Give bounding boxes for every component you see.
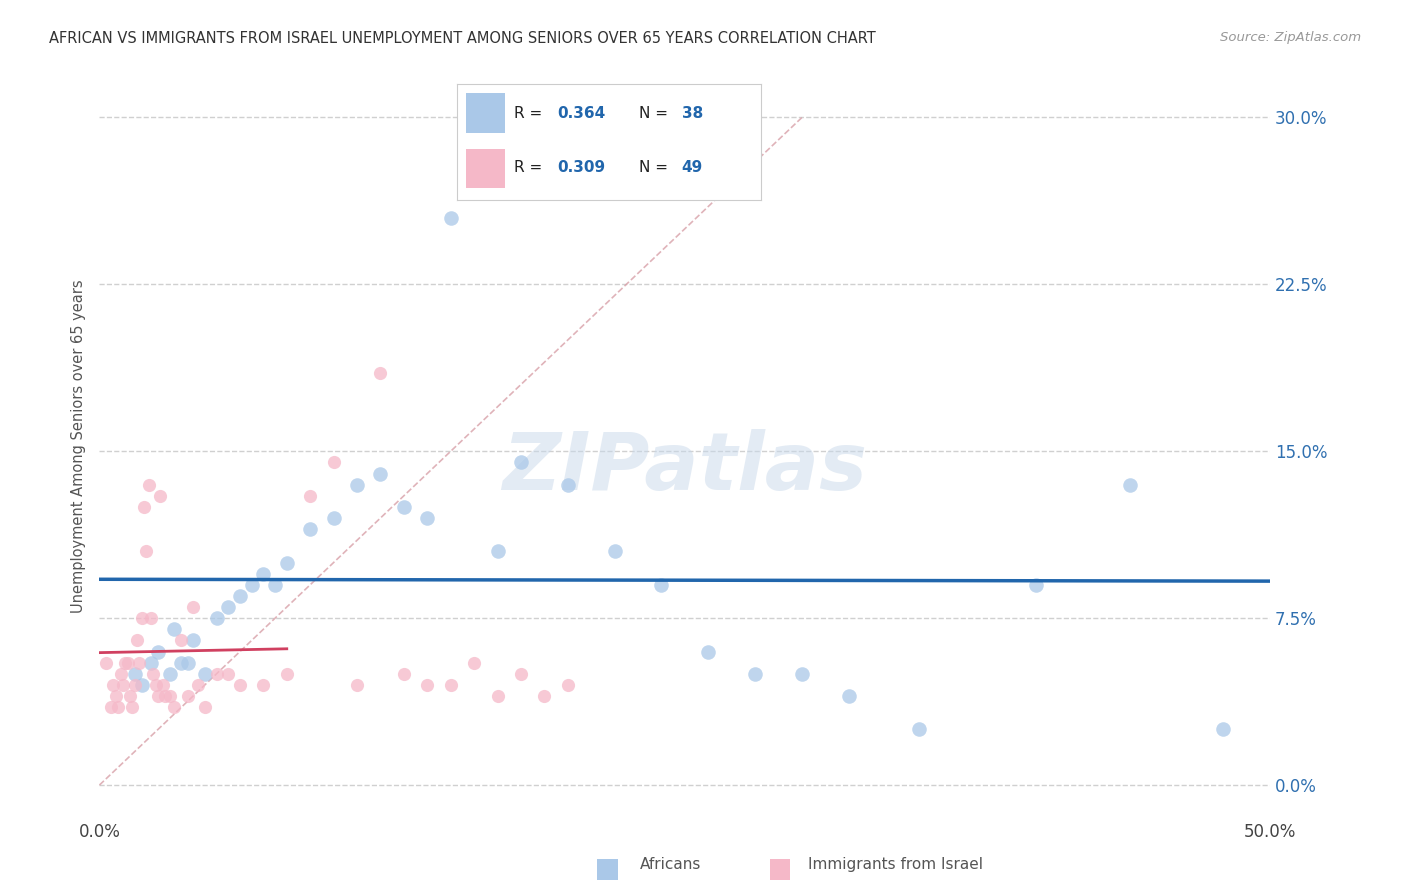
Point <box>276 666 298 681</box>
Point <box>152 678 174 692</box>
Point <box>142 666 165 681</box>
Point <box>264 578 287 592</box>
Point <box>217 666 239 681</box>
Point <box>139 656 162 670</box>
Point <box>118 689 141 703</box>
Point <box>194 700 217 714</box>
Point <box>299 522 322 536</box>
Point <box>299 489 322 503</box>
Point <box>370 367 392 381</box>
Point <box>128 656 150 670</box>
Point <box>557 678 579 692</box>
Point <box>114 656 136 670</box>
Point <box>510 455 533 469</box>
Point <box>557 477 579 491</box>
Point <box>125 633 148 648</box>
Text: ZIPatlas: ZIPatlas <box>502 429 868 507</box>
Point <box>346 678 368 692</box>
Point <box>217 600 239 615</box>
Point <box>131 678 153 692</box>
Point <box>163 700 186 714</box>
Point <box>790 666 813 681</box>
Point <box>177 656 200 670</box>
Point <box>104 689 127 703</box>
Point <box>135 544 157 558</box>
Point <box>117 656 139 670</box>
Text: Africans: Africans <box>640 857 702 872</box>
Point <box>1025 578 1047 592</box>
Point <box>103 678 125 692</box>
Point <box>138 477 160 491</box>
Point <box>276 556 298 570</box>
Point <box>131 611 153 625</box>
Point <box>1119 477 1142 491</box>
Point <box>346 477 368 491</box>
Y-axis label: Unemployment Among Seniors over 65 years: Unemployment Among Seniors over 65 years <box>72 279 86 613</box>
Point <box>322 455 344 469</box>
Point <box>153 689 176 703</box>
Point <box>416 511 439 525</box>
Point <box>440 678 463 692</box>
Point <box>463 178 485 192</box>
Point <box>181 600 204 615</box>
Point <box>744 666 766 681</box>
Point <box>370 467 392 481</box>
Point <box>187 678 209 692</box>
Point <box>252 678 274 692</box>
Point <box>111 678 134 692</box>
Point <box>486 544 509 558</box>
Point <box>149 489 172 503</box>
Point <box>145 678 167 692</box>
Point <box>205 611 228 625</box>
Point <box>533 689 555 703</box>
Point <box>146 689 169 703</box>
Point <box>440 211 463 225</box>
Point <box>392 500 415 514</box>
Point <box>486 689 509 703</box>
Point <box>838 689 860 703</box>
Point <box>159 666 181 681</box>
Text: AFRICAN VS IMMIGRANTS FROM ISRAEL UNEMPLOYMENT AMONG SENIORS OVER 65 YEARS CORRE: AFRICAN VS IMMIGRANTS FROM ISRAEL UNEMPL… <box>49 31 876 46</box>
Point <box>416 678 439 692</box>
Point <box>908 723 931 737</box>
Text: Source: ZipAtlas.com: Source: ZipAtlas.com <box>1220 31 1361 45</box>
Bar <box>598 859 617 880</box>
Point <box>139 611 162 625</box>
Point <box>194 666 217 681</box>
Point <box>603 544 626 558</box>
Point <box>229 589 252 603</box>
Point <box>1212 723 1234 737</box>
Point <box>159 689 181 703</box>
Point <box>124 666 146 681</box>
Point <box>124 678 146 692</box>
Point <box>163 623 186 637</box>
Point <box>392 666 415 681</box>
Point <box>463 656 485 670</box>
Point <box>510 666 533 681</box>
Point <box>100 700 122 714</box>
Point <box>146 644 169 658</box>
Point <box>240 578 263 592</box>
Point <box>107 700 129 714</box>
Point <box>650 578 672 592</box>
Point <box>181 633 204 648</box>
Point <box>697 644 720 658</box>
Point <box>229 678 252 692</box>
Point <box>322 511 344 525</box>
Bar <box>770 859 790 880</box>
Point <box>177 689 200 703</box>
Point <box>170 656 193 670</box>
Point <box>170 633 193 648</box>
Point <box>121 700 143 714</box>
Point <box>252 566 274 581</box>
Point <box>132 500 155 514</box>
Point <box>96 656 118 670</box>
Point <box>205 666 228 681</box>
Text: Immigrants from Israel: Immigrants from Israel <box>808 857 983 872</box>
Point <box>110 666 132 681</box>
